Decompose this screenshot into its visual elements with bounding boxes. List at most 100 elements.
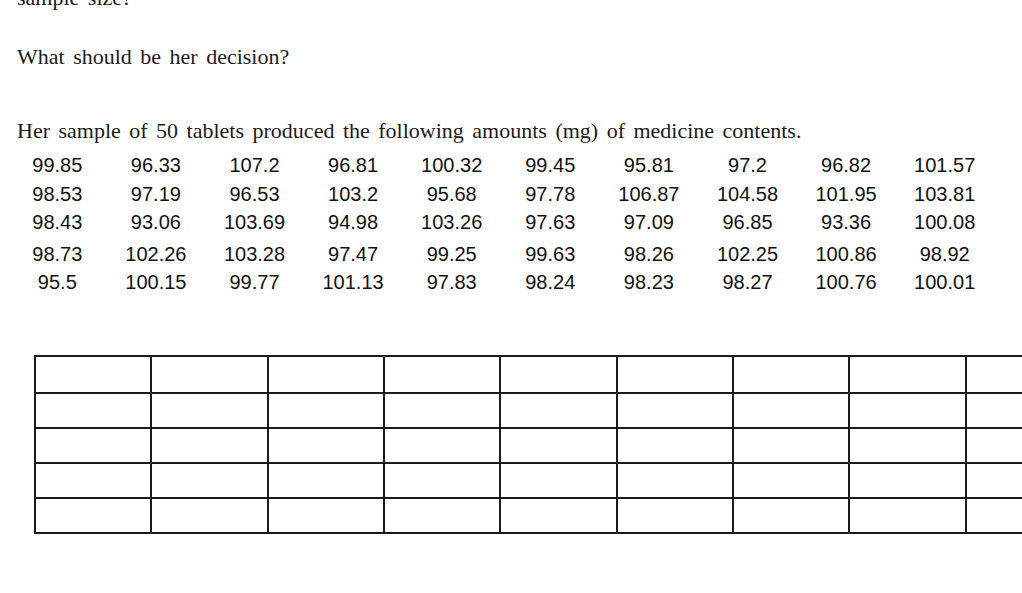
sample-value: 101.95 — [797, 183, 896, 205]
sample-value: 95.81 — [600, 154, 699, 176]
empty-table-cell[interactable] — [35, 498, 151, 533]
sample-data-row: 98.5397.1996.53103.295.6897.78106.87104.… — [8, 183, 994, 205]
sample-value: 101.13 — [304, 271, 403, 293]
sample-value: 99.85 — [8, 154, 107, 176]
empty-table-cell[interactable] — [500, 428, 616, 463]
empty-table-cell[interactable] — [849, 356, 965, 393]
sample-value: 99.77 — [205, 271, 304, 293]
empty-frequency-table-grid — [34, 355, 1022, 534]
sample-value: 101.57 — [895, 154, 994, 176]
empty-table-cell[interactable] — [733, 356, 849, 393]
empty-table-cell[interactable] — [35, 393, 151, 428]
empty-table-cell[interactable] — [966, 393, 1022, 428]
empty-table-cell[interactable] — [966, 463, 1022, 498]
sample-value: 100.01 — [895, 271, 994, 293]
empty-table-cell[interactable] — [966, 428, 1022, 463]
empty-table-cell[interactable] — [151, 498, 267, 533]
sample-value: 95.68 — [402, 183, 501, 205]
empty-table-row — [35, 393, 1022, 428]
empty-table-cell[interactable] — [268, 498, 384, 533]
sample-value: 97.83 — [402, 271, 501, 293]
empty-table-cell[interactable] — [617, 356, 733, 393]
empty-table-row — [35, 498, 1022, 533]
sample-value: 97.19 — [107, 183, 206, 205]
empty-table-cell[interactable] — [966, 356, 1022, 393]
empty-table-cell[interactable] — [35, 463, 151, 498]
empty-table-row — [35, 428, 1022, 463]
sample-value: 103.28 — [205, 243, 304, 265]
empty-table-cell[interactable] — [617, 463, 733, 498]
empty-table-cell[interactable] — [849, 393, 965, 428]
empty-table-cell[interactable] — [617, 393, 733, 428]
sample-value: 93.06 — [107, 211, 206, 233]
sample-value: 104.58 — [698, 183, 797, 205]
empty-table-cell[interactable] — [151, 463, 267, 498]
sample-data-row: 98.4393.06103.6994.98103.2697.6397.0996.… — [8, 211, 994, 233]
cutoff-question-text: sample size? — [17, 0, 132, 10]
sample-value: 106.87 — [600, 183, 699, 205]
empty-table-cell[interactable] — [500, 463, 616, 498]
sample-value: 107.2 — [205, 154, 304, 176]
sample-value: 97.78 — [501, 183, 600, 205]
empty-table-cell[interactable] — [617, 428, 733, 463]
sample-value: 98.24 — [501, 271, 600, 293]
empty-table-cell[interactable] — [151, 428, 267, 463]
sample-value: 99.63 — [501, 243, 600, 265]
sample-value: 98.27 — [698, 271, 797, 293]
sample-value: 99.45 — [501, 154, 600, 176]
empty-table-cell[interactable] — [268, 463, 384, 498]
empty-table-cell[interactable] — [733, 463, 849, 498]
empty-table-cell[interactable] — [384, 463, 500, 498]
sample-value: 103.69 — [205, 211, 304, 233]
empty-table-cell[interactable] — [849, 498, 965, 533]
empty-table-cell[interactable] — [384, 428, 500, 463]
empty-table-cell[interactable] — [151, 356, 267, 393]
sample-data-row: 95.5100.1599.77101.1397.8398.2498.2398.2… — [8, 271, 994, 293]
empty-table-cell[interactable] — [617, 498, 733, 533]
empty-table-cell[interactable] — [384, 393, 500, 428]
sample-value: 103.2 — [304, 183, 403, 205]
empty-table-cell[interactable] — [35, 428, 151, 463]
empty-table-cell[interactable] — [384, 356, 500, 393]
empty-table-cell[interactable] — [733, 498, 849, 533]
empty-table-cell[interactable] — [268, 428, 384, 463]
sample-value: 98.23 — [600, 271, 699, 293]
sample-value: 98.73 — [8, 243, 107, 265]
empty-frequency-table — [34, 355, 1022, 534]
sample-value: 95.5 — [8, 271, 107, 293]
empty-table-row — [35, 463, 1022, 498]
empty-table-cell[interactable] — [733, 393, 849, 428]
empty-table-cell[interactable] — [500, 356, 616, 393]
sample-value: 97.09 — [600, 211, 699, 233]
sample-value: 97.2 — [698, 154, 797, 176]
empty-table-row — [35, 356, 1022, 393]
empty-table-cell[interactable] — [384, 498, 500, 533]
empty-table-cell[interactable] — [151, 393, 267, 428]
empty-table-cell[interactable] — [966, 498, 1022, 533]
sample-value: 103.26 — [402, 211, 501, 233]
sample-data-row: 98.73102.26103.2897.4799.2599.6398.26102… — [8, 243, 994, 265]
sample-value: 100.86 — [797, 243, 896, 265]
sample-data-row: 99.8596.33107.296.81100.3299.4595.8197.2… — [8, 154, 994, 176]
sample-value: 96.82 — [797, 154, 896, 176]
sample-value: 103.81 — [895, 183, 994, 205]
empty-table-cell[interactable] — [733, 428, 849, 463]
empty-table-cell[interactable] — [500, 393, 616, 428]
sample-value: 96.85 — [698, 211, 797, 233]
empty-table-cell[interactable] — [500, 498, 616, 533]
empty-table-cell[interactable] — [35, 356, 151, 393]
sample-value: 96.81 — [304, 154, 403, 176]
empty-table-cell[interactable] — [849, 428, 965, 463]
sample-value: 96.33 — [107, 154, 206, 176]
decision-question-text: What should be her decision? — [17, 45, 289, 69]
empty-table-cell[interactable] — [849, 463, 965, 498]
empty-frequency-table-body — [35, 356, 1022, 533]
sample-intro-text: Her sample of 50 tablets produced the fo… — [17, 119, 801, 143]
sample-value: 96.53 — [205, 183, 304, 205]
sample-value: 98.53 — [8, 183, 107, 205]
sample-value: 98.43 — [8, 211, 107, 233]
sample-value: 98.92 — [895, 243, 994, 265]
empty-table-cell[interactable] — [268, 356, 384, 393]
empty-table-cell[interactable] — [268, 393, 384, 428]
sample-value: 99.25 — [402, 243, 501, 265]
